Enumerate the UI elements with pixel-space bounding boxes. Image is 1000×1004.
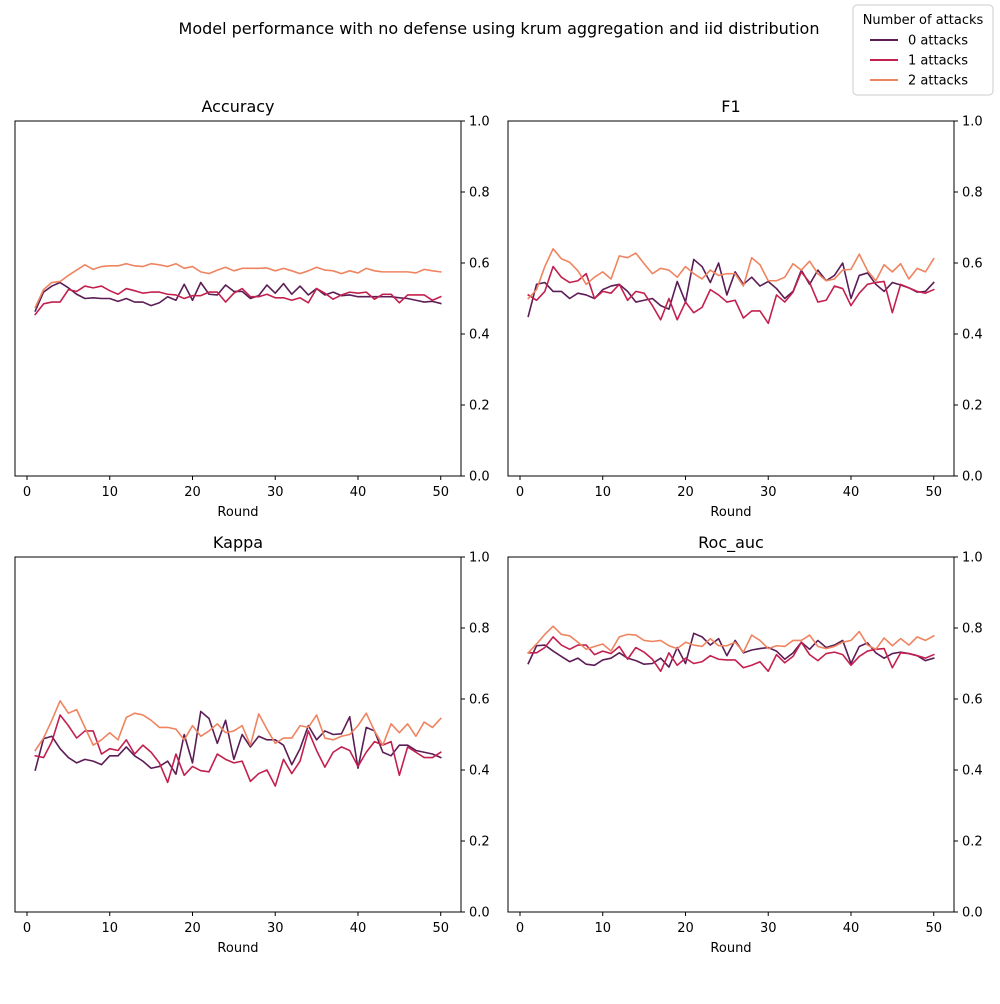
series-line-1 bbox=[527, 636, 935, 673]
x-axis-label: Round bbox=[217, 505, 258, 520]
y-tick-label: 0.6 bbox=[469, 257, 490, 272]
x-tick-label: 40 bbox=[350, 921, 367, 936]
y-tick-label: 0.2 bbox=[469, 399, 490, 414]
x-tick-label: 20 bbox=[184, 921, 201, 936]
series-line-1 bbox=[34, 714, 442, 787]
y-tick-label: 0.0 bbox=[469, 906, 490, 921]
series-line-2 bbox=[527, 248, 935, 300]
y-tick-label: 0.6 bbox=[962, 693, 983, 708]
y-tick-label: 0.4 bbox=[962, 764, 983, 779]
y-tick-label: 0.4 bbox=[962, 328, 983, 343]
y-tick-label: 0.8 bbox=[469, 622, 490, 637]
panel-title: Roc_auc bbox=[698, 533, 764, 553]
x-tick-label: 50 bbox=[925, 921, 942, 936]
y-tick-label: 0.6 bbox=[962, 257, 983, 272]
series-line-2 bbox=[34, 699, 442, 752]
x-axis-label: Round bbox=[710, 505, 751, 520]
legend-label-2: 2 attacks bbox=[908, 74, 968, 89]
x-tick-label: 40 bbox=[350, 485, 367, 500]
y-tick-label: 0.0 bbox=[962, 470, 983, 485]
panel-f1: F1 0 10 20 30 40 50 Round 0.0 0.2 0.4 0.6 0.8 1.0 bbox=[507, 97, 983, 520]
x-tick-label: 20 bbox=[184, 485, 201, 500]
x-tick-label: 0 bbox=[516, 921, 524, 936]
x-tick-label: 50 bbox=[925, 485, 942, 500]
panel-accuracy: Accuracy 0 10 20 30 40 50 Round 0.0 0.2 0.4 0.6 0.8 1… bbox=[14, 97, 490, 520]
panel-title: F1 bbox=[721, 97, 740, 116]
x-tick-label: 0 bbox=[23, 921, 31, 936]
x-tick-label: 40 bbox=[843, 485, 860, 500]
y-tick-label: 0.2 bbox=[962, 835, 983, 850]
y-tick-label: 0.2 bbox=[469, 835, 490, 850]
y-tick-label: 1.0 bbox=[962, 551, 983, 566]
legend-title: Number of attacks bbox=[863, 13, 984, 28]
x-tick-label: 50 bbox=[432, 921, 449, 936]
x-tick-label: 30 bbox=[267, 485, 284, 500]
x-tick-label: 10 bbox=[101, 485, 118, 500]
axes-frame bbox=[507, 120, 955, 477]
legend-frame bbox=[852, 4, 994, 96]
x-tick-label: 10 bbox=[594, 921, 611, 936]
y-tick-label: 0.2 bbox=[962, 399, 983, 414]
axes-frame bbox=[507, 556, 955, 913]
axes-frame bbox=[14, 556, 462, 913]
y-tick-label: 1.0 bbox=[962, 115, 983, 130]
x-tick-label: 30 bbox=[267, 921, 284, 936]
y-tick-label: 0.0 bbox=[469, 470, 490, 485]
y-tick-label: 0.0 bbox=[962, 906, 983, 921]
panel-kappa: Kappa 0 10 20 30 40 50 Round 0.0 0.2 0.4 0.6 0.8 1.0 bbox=[14, 533, 490, 956]
x-tick-label: 0 bbox=[516, 485, 524, 500]
axes-frame bbox=[14, 120, 462, 477]
series-line-0 bbox=[34, 710, 442, 776]
panel-roc_auc: Roc_auc 0 10 20 30 40 50 Round 0.0 0.2 0.4 0.6 0.8 1.… bbox=[507, 533, 983, 956]
series-line-2 bbox=[527, 625, 935, 654]
y-tick-label: 0.8 bbox=[962, 622, 983, 637]
legend: Number of attacks 0 attacks 1 attacks 2 at… bbox=[852, 4, 994, 96]
series-line-1 bbox=[34, 285, 442, 316]
y-tick-label: 1.0 bbox=[469, 115, 490, 130]
figure-title: Model performance with no defense using … bbox=[179, 19, 820, 38]
x-axis-label: Round bbox=[710, 941, 751, 956]
x-tick-label: 10 bbox=[594, 485, 611, 500]
series-line-2 bbox=[34, 262, 442, 309]
panel-title: Kappa bbox=[213, 533, 263, 552]
y-tick-label: 1.0 bbox=[469, 551, 490, 566]
y-tick-label: 0.8 bbox=[469, 186, 490, 201]
y-tick-label: 0.4 bbox=[469, 764, 490, 779]
legend-label-1: 1 attacks bbox=[908, 54, 968, 69]
x-axis-label: Round bbox=[217, 941, 258, 956]
x-tick-label: 0 bbox=[23, 485, 31, 500]
x-tick-label: 50 bbox=[432, 485, 449, 500]
y-tick-label: 0.4 bbox=[469, 328, 490, 343]
x-tick-label: 40 bbox=[843, 921, 860, 936]
x-tick-label: 30 bbox=[760, 485, 777, 500]
x-tick-label: 10 bbox=[101, 921, 118, 936]
x-tick-label: 20 bbox=[677, 485, 694, 500]
panel-title: Accuracy bbox=[201, 97, 274, 116]
legend-label-0: 0 attacks bbox=[908, 34, 968, 49]
x-tick-label: 30 bbox=[760, 921, 777, 936]
y-tick-label: 0.6 bbox=[469, 693, 490, 708]
y-tick-label: 0.8 bbox=[962, 186, 983, 201]
series-line-1 bbox=[527, 265, 935, 325]
x-tick-label: 20 bbox=[677, 921, 694, 936]
